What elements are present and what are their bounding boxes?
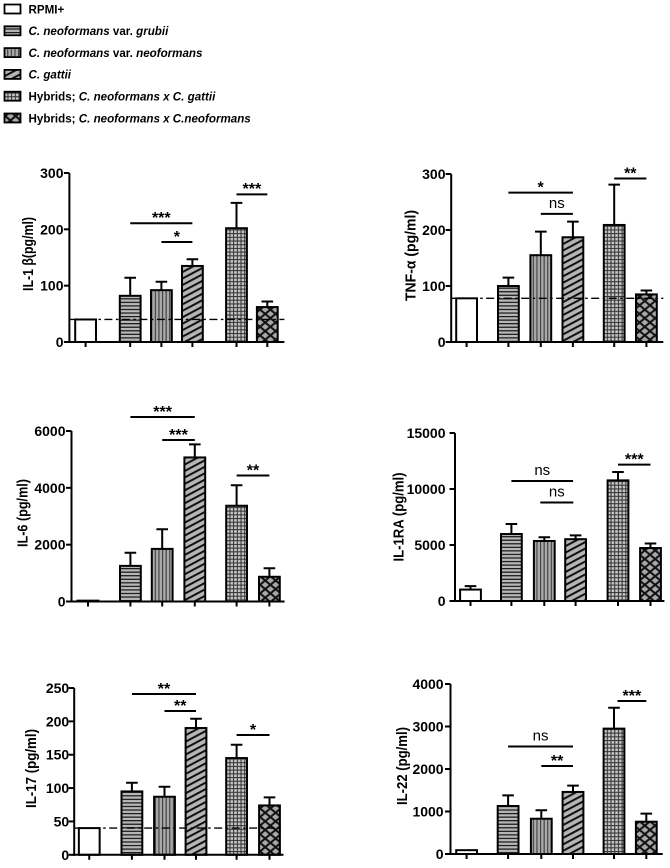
svg-text:**: **	[247, 462, 260, 479]
svg-text:0: 0	[56, 334, 64, 350]
svg-text:***: ***	[153, 404, 172, 421]
svg-text:0: 0	[58, 594, 66, 610]
svg-text:Hybrids; C. neoformans x C.neo: Hybrids; C. neoformans x C.neoformans	[29, 112, 252, 125]
svg-text:IL-1RA (pg/ml): IL-1RA (pg/ml)	[392, 472, 408, 561]
svg-text:2000: 2000	[34, 537, 65, 553]
svg-text:10000: 10000	[407, 481, 446, 497]
svg-text:**: **	[551, 753, 564, 770]
svg-text:ns: ns	[534, 462, 550, 479]
svg-text:200: 200	[40, 221, 64, 237]
svg-text:***: ***	[169, 427, 188, 444]
svg-text:***: ***	[243, 181, 262, 198]
svg-text:0: 0	[438, 593, 446, 609]
svg-text:C. gattii: C. gattii	[29, 69, 72, 82]
svg-text:***: ***	[152, 210, 171, 227]
svg-text:ns: ns	[533, 728, 549, 745]
svg-text:5000: 5000	[414, 537, 445, 553]
svg-text:0: 0	[438, 334, 446, 350]
svg-text:15000: 15000	[407, 425, 446, 441]
svg-text:50: 50	[54, 813, 70, 829]
svg-text:*: *	[174, 229, 181, 246]
svg-text:100: 100	[422, 278, 446, 294]
svg-text:1000: 1000	[412, 804, 443, 820]
svg-text:4000: 4000	[34, 480, 65, 496]
svg-text:TNF-α (pg/ml): TNF-α (pg/ml)	[403, 210, 419, 301]
svg-text:ns: ns	[549, 195, 565, 212]
svg-text:IL-17 (pg/ml): IL-17 (pg/ml)	[24, 729, 40, 808]
svg-text:ns: ns	[549, 484, 565, 501]
svg-text:100: 100	[40, 278, 64, 294]
svg-text:250: 250	[46, 680, 70, 696]
svg-text:*: *	[538, 179, 545, 196]
svg-text:IL-22 (pg/ml): IL-22 (pg/ml)	[395, 727, 411, 805]
svg-text:0: 0	[61, 847, 69, 863]
svg-text:IL-6 (pg/ml): IL-6 (pg/ml)	[16, 479, 32, 547]
svg-text:2000: 2000	[412, 761, 443, 777]
svg-text:150: 150	[46, 747, 70, 763]
svg-text:**: **	[174, 698, 187, 715]
svg-text:300: 300	[40, 165, 64, 181]
svg-text:*: *	[250, 722, 257, 739]
svg-text:**: **	[624, 165, 637, 182]
svg-text:200: 200	[422, 222, 446, 238]
svg-text:***: ***	[625, 451, 644, 468]
svg-text:**: **	[158, 681, 171, 698]
svg-text:C. neoformans var. grubii: C. neoformans var. grubii	[29, 25, 170, 38]
svg-text:0: 0	[436, 846, 444, 862]
svg-text:200: 200	[46, 713, 70, 729]
svg-text:C. neoformans var. neoformans: C. neoformans var. neoformans	[29, 47, 204, 60]
svg-text:IL-1 β(pg/ml): IL-1 β(pg/ml)	[21, 217, 37, 291]
svg-text:300: 300	[422, 166, 446, 182]
svg-text:4000: 4000	[412, 676, 443, 692]
svg-text:***: ***	[623, 688, 642, 705]
svg-text:6000: 6000	[34, 423, 65, 439]
svg-text:3000: 3000	[412, 719, 443, 735]
svg-text:RPMI+: RPMI+	[29, 3, 65, 16]
svg-text:100: 100	[46, 780, 70, 796]
svg-text:Hybrids; C. neoformans x C. ga: Hybrids; C. neoformans x C. gattii	[29, 91, 217, 104]
